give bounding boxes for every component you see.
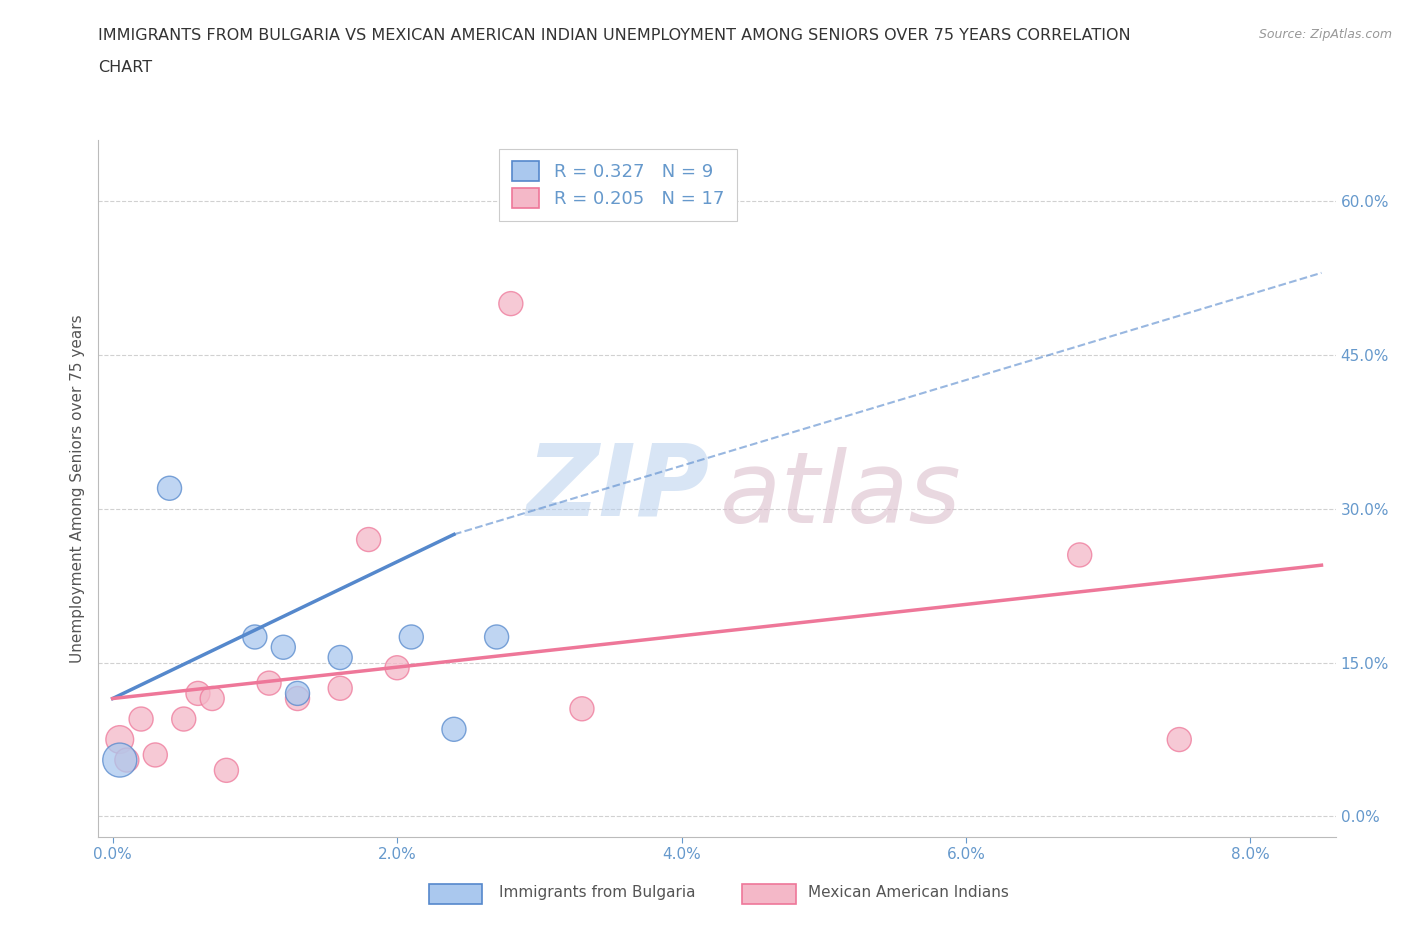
Point: [271, 640, 294, 655]
Text: CHART: CHART: [98, 60, 152, 75]
Text: Mexican American Indians: Mexican American Indians: [808, 885, 1010, 900]
Text: IMMIGRANTS FROM BULGARIA VS MEXICAN AMERICAN INDIAN UNEMPLOYMENT AMONG SENIORS O: IMMIGRANTS FROM BULGARIA VS MEXICAN AMER…: [98, 28, 1130, 43]
Text: Source: ZipAtlas.com: Source: ZipAtlas.com: [1258, 28, 1392, 41]
Point: [129, 711, 152, 726]
Point: [1168, 732, 1191, 747]
Point: [357, 532, 380, 547]
Point: [329, 650, 352, 665]
Point: [108, 732, 131, 747]
Point: [329, 681, 352, 696]
Point: [143, 748, 166, 763]
Point: [287, 686, 309, 701]
Legend: R = 0.327   N = 9, R = 0.205   N = 17: R = 0.327 N = 9, R = 0.205 N = 17: [499, 149, 737, 220]
Point: [215, 763, 238, 777]
Point: [1069, 548, 1091, 563]
Point: [159, 481, 181, 496]
Text: ZIP: ZIP: [527, 440, 710, 537]
Point: [108, 752, 131, 767]
Point: [571, 701, 593, 716]
Point: [115, 752, 138, 767]
Point: [485, 630, 508, 644]
Point: [243, 630, 266, 644]
Text: Immigrants from Bulgaria: Immigrants from Bulgaria: [499, 885, 696, 900]
Point: [173, 711, 195, 726]
Point: [187, 686, 209, 701]
Point: [499, 296, 522, 311]
Point: [287, 691, 309, 706]
Point: [201, 691, 224, 706]
Point: [443, 722, 465, 737]
Y-axis label: Unemployment Among Seniors over 75 years: Unemployment Among Seniors over 75 years: [70, 314, 86, 662]
Point: [385, 660, 408, 675]
Point: [257, 676, 280, 691]
Point: [401, 630, 423, 644]
Text: atlas: atlas: [720, 446, 962, 544]
